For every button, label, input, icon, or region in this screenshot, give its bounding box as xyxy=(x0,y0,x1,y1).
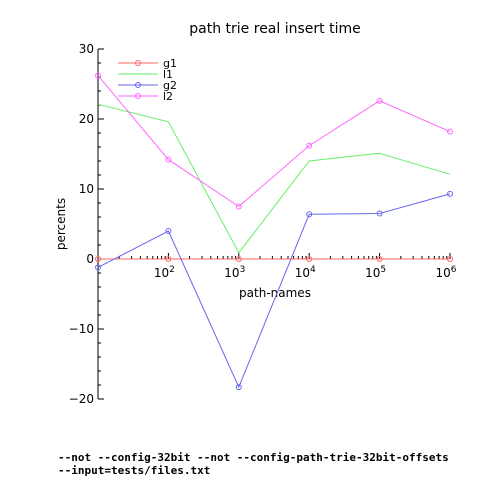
x-tick-label: 103 xyxy=(224,265,245,280)
series-lines xyxy=(96,73,453,390)
series-l2 xyxy=(96,73,453,209)
axes xyxy=(98,49,450,399)
x-tick-label: 105 xyxy=(365,265,386,280)
x-tick-label: 106 xyxy=(435,265,456,280)
footnote-input: --input=tests/files.txt xyxy=(58,464,210,477)
y-tick-labels: 30 20 10 0 −10 −20 xyxy=(69,42,94,406)
series-l1 xyxy=(98,104,450,252)
legend-item-l2: l2 xyxy=(118,90,173,103)
y-tick-label: −10 xyxy=(69,322,94,336)
legend-label: l2 xyxy=(163,90,173,103)
series-line-l1 xyxy=(98,104,450,252)
x-tick-label: 104 xyxy=(295,265,316,280)
series-line-l2 xyxy=(98,76,450,207)
y-tick-label: 20 xyxy=(79,112,94,126)
x-tick-label: 102 xyxy=(154,265,175,280)
y-axis-label: percents xyxy=(54,198,68,250)
series-g1 xyxy=(96,257,453,262)
y-tick-label: 30 xyxy=(79,42,94,56)
y-tick-label: −20 xyxy=(69,392,94,406)
chart-title: path trie real insert time xyxy=(189,21,360,37)
footnote-options: --not --config-32bit --not --config-path… xyxy=(58,451,449,464)
y-tick-label: 10 xyxy=(79,182,94,196)
x-tick-labels: 102 103 104 105 106 xyxy=(154,265,457,280)
y-tick-label: 0 xyxy=(86,252,94,266)
